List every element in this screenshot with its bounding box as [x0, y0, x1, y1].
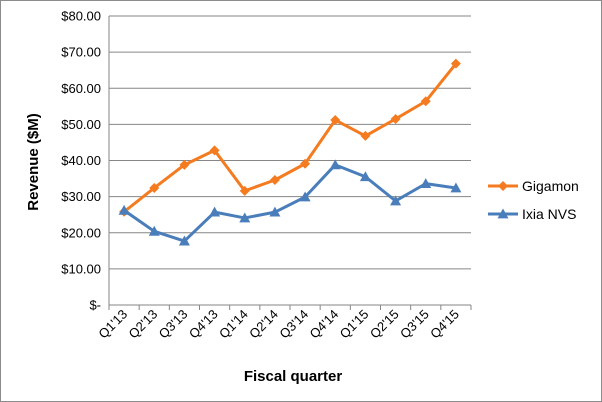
y-tick-label: $50.00 [61, 117, 101, 132]
data-point [420, 96, 431, 107]
x-tick-label: Q3'15 [397, 307, 432, 342]
y-tick-label: $40.00 [61, 153, 101, 168]
y-tick-label: $70.00 [61, 45, 101, 60]
x-axis-title: Fiscal quarter [244, 368, 343, 385]
y-tick-label: $20.00 [61, 225, 101, 240]
data-point [450, 58, 461, 69]
y-tick-label: $60.00 [61, 81, 101, 96]
y-tick-label: $30.00 [61, 189, 101, 204]
data-point [450, 182, 462, 193]
x-tick-labels: Q1'13Q2'13Q3'13Q4'13Q1'14Q2'14Q3'14Q4'14… [95, 307, 462, 342]
data-point [330, 115, 341, 126]
x-tick-label: Q4'15 [427, 307, 462, 342]
data-point [209, 145, 220, 156]
data-point [118, 204, 130, 215]
legend-label: Gigamon [522, 178, 579, 194]
data-point [360, 130, 371, 141]
data-point [299, 191, 311, 202]
legend-item: Ixia NVS [488, 206, 576, 222]
series-lines [118, 58, 462, 246]
legend-item: Gigamon [488, 178, 579, 194]
y-tick-label: $80.00 [61, 9, 101, 24]
data-point [390, 113, 401, 124]
x-tick-label: Q2'15 [367, 307, 402, 342]
y-axis-title: Revenue ($M) [25, 113, 42, 211]
data-point [359, 171, 371, 182]
gridlines [108, 15, 472, 310]
x-tick-label: Q1'15 [337, 307, 372, 342]
legend-label: Ixia NVS [522, 206, 576, 222]
data-point [390, 195, 402, 206]
series-ixia-nvs [118, 159, 462, 246]
data-point [300, 158, 311, 169]
data-point [209, 206, 221, 217]
data-point [420, 178, 432, 189]
series-line [123, 62, 458, 213]
data-point [149, 182, 160, 193]
x-tick-label: Q2'13 [126, 307, 161, 342]
series-line [123, 163, 457, 243]
data-point [239, 185, 250, 196]
data-point [497, 208, 509, 219]
x-tick-label: Q3'14 [276, 307, 311, 342]
data-point [178, 235, 190, 246]
y-tick-labels: $- $10.00 $20.00 $30.00 $40.00 $50.00 $60.00 $7… [61, 9, 101, 313]
y-tick-label: $- [89, 298, 101, 313]
data-point [498, 181, 508, 191]
x-tick-label: Q1'14 [216, 307, 251, 342]
x-tick-label: Q2'14 [246, 307, 281, 342]
y-tick-label: $10.00 [61, 261, 101, 276]
data-point [269, 175, 280, 186]
x-tick-label: Q3'13 [156, 307, 191, 342]
x-tick-label: Q4'14 [307, 307, 342, 342]
data-point [239, 212, 251, 223]
data-point [148, 225, 160, 236]
x-tick-label: Q4'13 [186, 307, 221, 342]
data-point [269, 206, 281, 217]
data-point [329, 159, 341, 170]
legend: Gigamon Ixia NVS [488, 178, 579, 222]
series-gigamon [119, 58, 461, 217]
data-point [179, 159, 190, 170]
